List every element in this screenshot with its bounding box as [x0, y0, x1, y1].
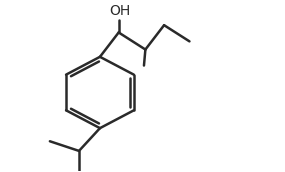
- Text: OH: OH: [109, 4, 131, 18]
